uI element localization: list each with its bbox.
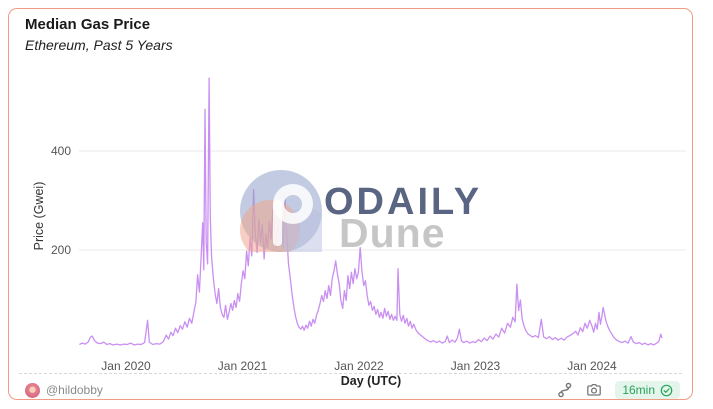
y-tick-label: 400	[50, 144, 71, 158]
x-tick-label: Jan 2020	[101, 359, 151, 373]
chart-title: Median Gas Price	[25, 16, 151, 33]
chart-card: Median Gas Price Ethereum, Past 5 Years …	[8, 8, 693, 400]
screenshot-button[interactable]	[586, 382, 602, 398]
footer-actions: 16min	[557, 381, 680, 399]
refresh-status-badge[interactable]: 16min	[615, 381, 680, 399]
x-tick-label: Jan 2024	[567, 359, 617, 373]
x-tick-label: Jan 2021	[217, 359, 268, 373]
fork-button[interactable]	[557, 382, 573, 398]
author-link[interactable]: @hildobby	[25, 382, 103, 398]
chart-header: Median Gas Price Ethereum, Past 5 Years	[25, 15, 173, 55]
chart-area: 400 200 Jan 2020 Jan 2021 Jan 2022 Jan 2023 Ja…	[9, 9, 692, 399]
gas-price-line-chart	[79, 77, 686, 346]
chart-subtitle: Ethereum, Past 5 Years	[25, 37, 173, 53]
y-axis-title: Price (Gwei)	[32, 181, 46, 251]
refresh-age-text: 16min	[622, 383, 655, 397]
x-tick-label: Jan 2023	[450, 359, 501, 373]
check-circle-icon	[660, 384, 673, 396]
camera-icon	[587, 383, 602, 396]
median-gas-price-line	[79, 77, 663, 346]
x-axis-title: Day (UTC)	[291, 374, 451, 388]
author-handle: @hildobby	[46, 383, 103, 397]
author-avatar[interactable]	[25, 382, 40, 398]
y-tick-label: 200	[50, 243, 71, 257]
fork-icon	[558, 382, 572, 398]
x-tick-label: Jan 2022	[334, 359, 384, 373]
footer-divider	[19, 373, 682, 374]
footer: @hildobby 16min	[25, 377, 680, 403]
